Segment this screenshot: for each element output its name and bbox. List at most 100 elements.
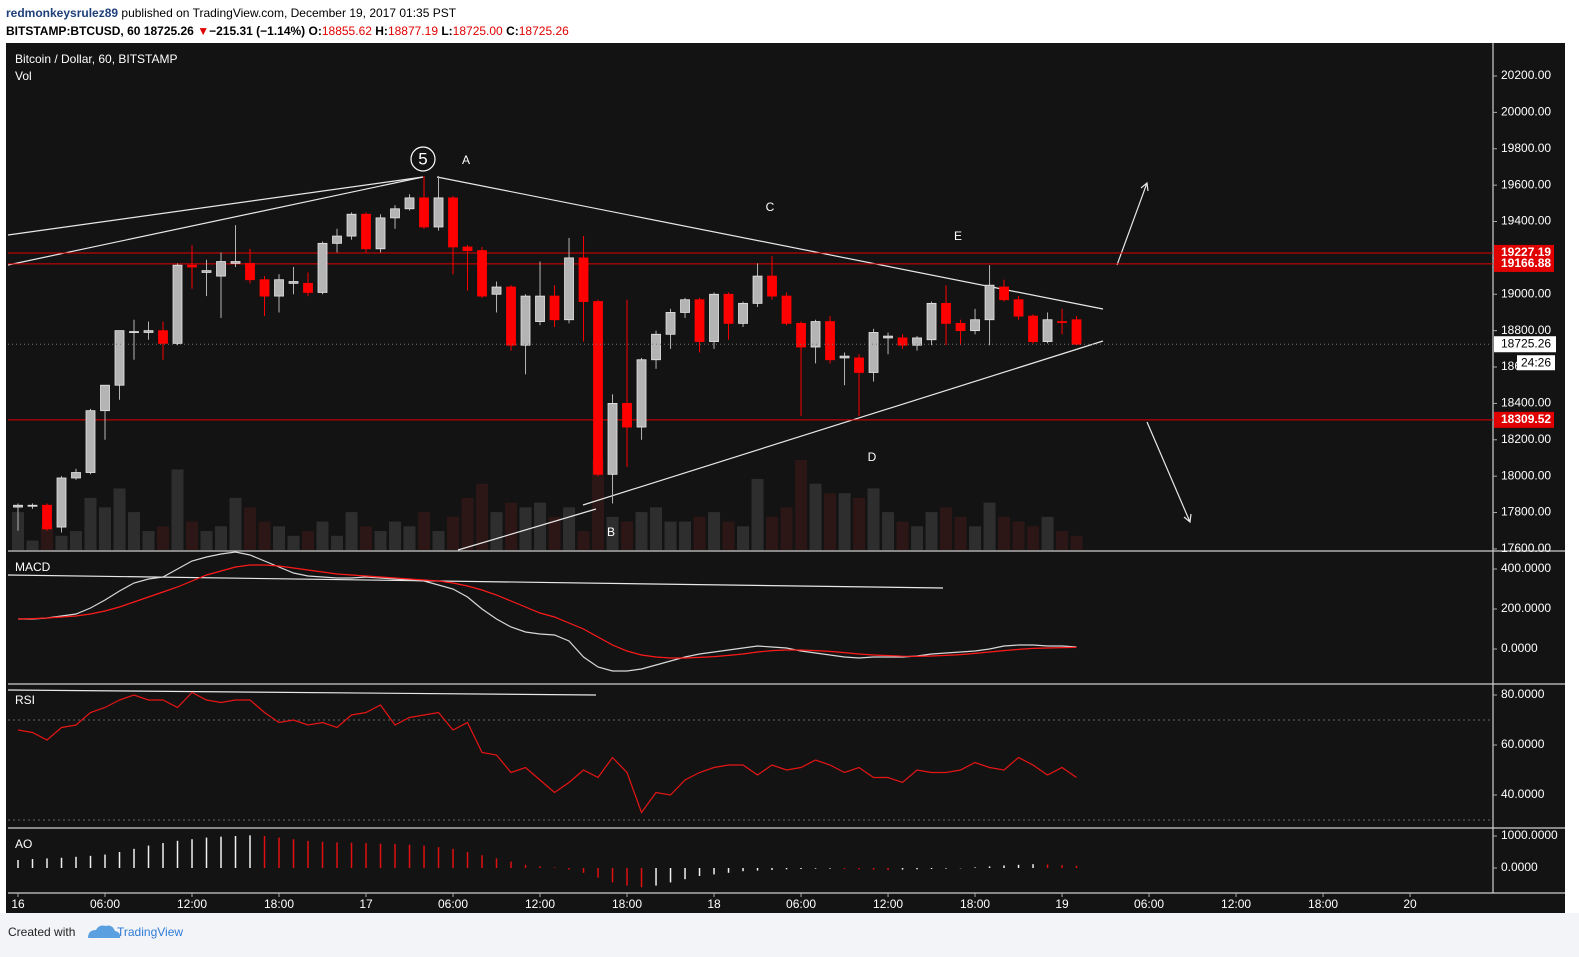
y-tick-label: 18000.00 — [1501, 468, 1551, 482]
candle-body — [56, 477, 67, 528]
y-tick-label: 400.0000 — [1501, 561, 1551, 575]
published: published on TradingView.com, December 1… — [121, 6, 457, 20]
indicator-line — [17, 691, 1077, 814]
o-label: O: — [308, 24, 322, 38]
volume-bar — [200, 531, 213, 550]
candle-body — [419, 197, 429, 228]
volume-bar — [693, 516, 706, 550]
author[interactable]: redmonkeysrulez89 — [6, 6, 119, 20]
wave-label: A — [462, 153, 470, 167]
candle-body — [999, 286, 1009, 301]
candle-body — [506, 286, 516, 346]
indicator-line — [18, 551, 1077, 672]
volume-bar — [215, 526, 228, 550]
x-tick-label: 06:00 — [438, 897, 468, 911]
volume-bar — [592, 460, 605, 550]
wave-label: B — [607, 525, 615, 539]
c-label: C: — [506, 24, 519, 38]
volume-bar — [447, 516, 460, 550]
y-tick-label: 18800.00 — [1501, 323, 1551, 337]
volume-bar — [389, 521, 402, 550]
volume-bar — [853, 497, 866, 550]
volume-bar — [26, 540, 39, 550]
volume-bar — [84, 497, 97, 550]
pane-title: AO — [15, 837, 32, 851]
countdown-box — [1517, 355, 1555, 371]
x-tick-label: 18:00 — [612, 897, 642, 911]
x-tick-label: 20 — [1403, 897, 1417, 911]
candle-body — [317, 242, 328, 293]
price-label: 18309.52 — [1501, 412, 1551, 426]
x-tick-label: 17 — [359, 897, 373, 911]
volume-bar — [41, 526, 54, 550]
change: −215.31 (−1.14%) — [209, 24, 306, 38]
wave-circle — [410, 146, 436, 172]
volume-bar — [418, 512, 431, 550]
arrow-head — [1140, 181, 1149, 192]
candle-body — [477, 250, 487, 297]
y-tick-label: 0.0000 — [1501, 860, 1538, 874]
c-value: 18725.26 — [518, 24, 569, 38]
volume-label: Vol — [15, 69, 32, 83]
footer-brand[interactable]: TradingView — [117, 925, 183, 939]
candle-body — [796, 322, 806, 348]
volume-bar — [403, 526, 416, 550]
volume-bar — [534, 502, 547, 550]
last-price-box — [1494, 336, 1556, 353]
volume-bar — [780, 507, 793, 550]
last-price-label: 18725.26 — [1501, 336, 1551, 350]
volume-bar — [867, 488, 880, 550]
trend-line — [7, 176, 424, 266]
countdown: 24:26 — [1521, 355, 1551, 369]
x-tick-label: 16 — [11, 897, 25, 911]
candle-body — [346, 213, 357, 237]
volume-bar — [925, 512, 938, 550]
candle-body — [85, 410, 96, 473]
candle-body — [114, 330, 125, 386]
volume-bar — [722, 521, 735, 550]
candle-body — [868, 332, 879, 373]
candle-body — [332, 235, 342, 244]
volume-bar — [345, 512, 358, 550]
candle-body — [680, 299, 690, 313]
volume-bar — [896, 521, 909, 550]
volume-bar — [1070, 535, 1083, 550]
candle-body — [535, 295, 545, 322]
candle-body — [694, 299, 705, 342]
logo — [88, 925, 121, 938]
candle-body — [926, 302, 937, 341]
candle-body — [781, 295, 792, 324]
volume-bar — [505, 502, 518, 550]
volume-bar — [1056, 531, 1069, 550]
volume-bar — [548, 516, 561, 550]
wave-label: C — [766, 200, 775, 214]
candle-body — [245, 262, 255, 281]
candle-body — [230, 261, 241, 264]
candle-body — [970, 319, 980, 332]
volume-bar — [171, 469, 184, 550]
volume-bar — [737, 526, 750, 550]
candle-body — [854, 357, 864, 373]
candle-body — [738, 302, 748, 324]
candle-body — [709, 293, 719, 342]
candle-body — [361, 213, 371, 250]
volume-bar — [302, 531, 315, 550]
volume-bar — [490, 512, 503, 550]
footer-text: Created with — [8, 925, 75, 939]
volume-bar — [809, 483, 822, 550]
y-tick-label: 80.0000 — [1501, 687, 1545, 701]
volume-bar — [461, 497, 474, 550]
arrow: ▼ — [197, 24, 210, 38]
volume-bar — [1012, 521, 1025, 550]
y-tick-label: 19800.00 — [1501, 141, 1551, 155]
header: redmonkeysrulez89 published on TradingVi… — [6, 4, 569, 40]
rsi-trend-line — [7, 689, 597, 696]
volume-layer — [12, 460, 1083, 550]
arrow-head — [1183, 513, 1192, 524]
last: 18725.26 — [143, 24, 194, 38]
volume-bar — [766, 516, 779, 550]
y-tick-label: 20200.00 — [1501, 68, 1551, 82]
pane-title: MACD — [15, 560, 51, 574]
